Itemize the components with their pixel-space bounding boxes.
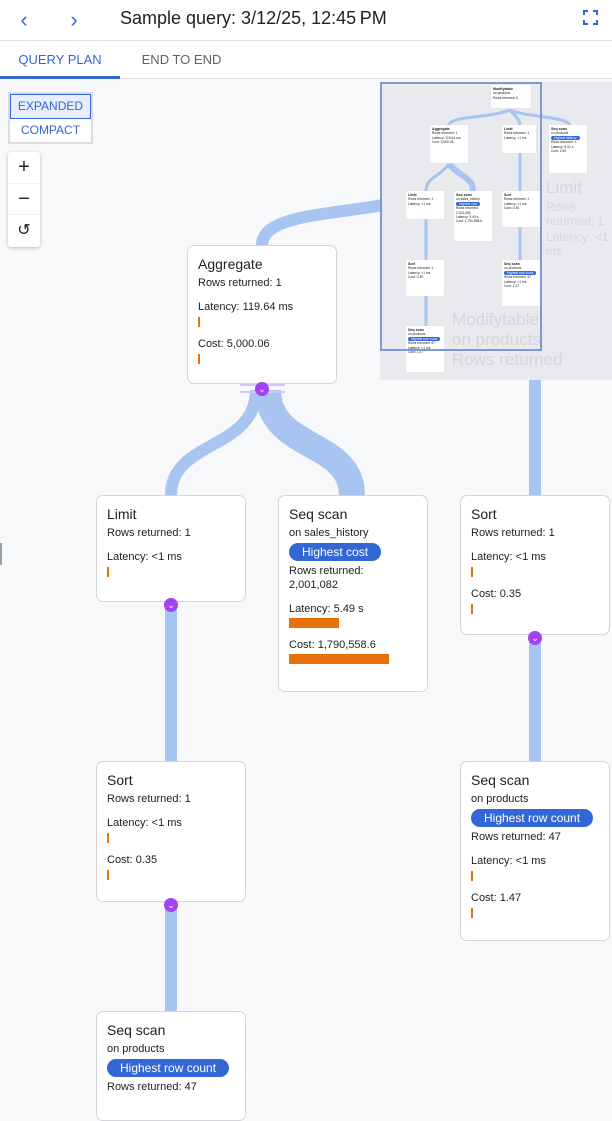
latency-bar: [471, 567, 473, 577]
minimap-node: Seq scan on sales_history Highest cost Rows…: [454, 191, 492, 241]
zoom-controls: + − ↺: [8, 152, 40, 247]
latency: Latency: <1 ms: [471, 855, 546, 867]
flow-agg-limit: [165, 389, 262, 496]
flow-agg-seq: [255, 388, 365, 497]
chevron-down-icon[interactable]: ⌄: [164, 898, 178, 912]
cost-bar: [471, 908, 473, 918]
latency: Latency: <1 ms: [107, 551, 182, 563]
latency: Latency: 119.64 ms: [198, 301, 294, 313]
node-table: on sales_history: [289, 527, 369, 539]
ghost-text: Rows returned: 1: [546, 200, 605, 228]
latency-bar: [198, 317, 200, 327]
rows-returned: Rows returned: 1: [471, 527, 555, 539]
node-seq-scan-products-right[interactable]: Seq scan on products Highest row count R…: [460, 761, 610, 941]
tab-bar: QUERY PLAN END TO END: [0, 41, 612, 79]
highest-row-count-badge: Highest row count: [471, 809, 594, 827]
tab-query-plan[interactable]: QUERY PLAN: [0, 41, 120, 79]
ghost-text: on products: [452, 330, 541, 349]
page-title: Sample query: 3/12/25, 12:45 PM: [120, 8, 387, 28]
node-title: Seq scan: [107, 1022, 166, 1038]
expanded-option[interactable]: EXPANDED: [10, 94, 91, 119]
cost: Cost: 0.35: [107, 854, 158, 866]
flow-agg-parent: [256, 199, 384, 247]
plus-icon: +: [18, 156, 30, 178]
node-title: Limit: [107, 506, 137, 522]
cost-bar: [107, 870, 109, 880]
compact-option[interactable]: COMPACT: [20, 123, 81, 137]
ghost-text: Limit: [546, 178, 582, 197]
tab-end-to-end[interactable]: END TO END: [141, 52, 222, 67]
cost-bar: [289, 654, 389, 664]
rows-returned-value: 2,001,082: [289, 579, 338, 591]
rows-returned: Rows returned: 47: [107, 1081, 197, 1093]
node-aggregate[interactable]: Aggregate Rows returned: 1 Latency: 119.…: [187, 245, 337, 384]
node-title: Sort: [107, 772, 133, 788]
node-table: on products: [107, 1043, 165, 1055]
minimap-viewport[interactable]: [380, 82, 542, 351]
minus-icon: −: [18, 187, 30, 210]
node-seq-scan-products-left[interactable]: Seq scan on products Highest row count R…: [96, 1011, 246, 1121]
reset-zoom-button[interactable]: ↺: [8, 215, 40, 247]
rows-returned-label: Rows returned:: [289, 565, 364, 577]
node-seq-scan-sales-history[interactable]: Seq scan on sales_history Highest cost R…: [278, 495, 428, 692]
chevron-down-icon[interactable]: ⌄: [528, 631, 542, 645]
chevron-left-icon: ‹: [20, 7, 28, 32]
reset-icon: ↺: [17, 222, 31, 240]
minimap-node: Sort Rows returned: 1 Latency: <1 ms Cost: …: [502, 191, 540, 227]
latency: Latency: <1 ms: [471, 551, 546, 563]
cost: Cost: 0.35: [471, 588, 522, 600]
node-sort-right[interactable]: Sort Rows returned: 1 Latency: <1 ms Cos…: [460, 495, 610, 635]
chevron-down-icon[interactable]: ⌄: [164, 598, 178, 612]
node-limit[interactable]: Limit Rows returned: 1 Latency: <1 ms: [96, 495, 246, 602]
minimap-node: Limit Rows returned: 1 Latency: <1 ms: [406, 191, 444, 219]
ghost-text: Latency: <1 ms: [546, 230, 609, 258]
forward-button[interactable]: ›: [60, 6, 88, 34]
ghost-text: Modifytable: [452, 310, 539, 329]
minimap-node: Seq scan on products Highest row count Rows…: [502, 260, 540, 306]
node-title: Sort: [471, 506, 497, 522]
back-button[interactable]: ‹: [10, 6, 38, 34]
latency-bar: [107, 833, 109, 843]
chevron-right-icon: ›: [70, 7, 78, 32]
latency: Latency: <1 ms: [107, 817, 182, 829]
minimap-node: Modifytable on products Rows returned: 0: [491, 85, 531, 108]
latency-bar: [471, 871, 473, 881]
header: ‹ › Sample query: 3/12/25, 12:45 PM: [0, 0, 612, 41]
highest-row-count-badge: Highest row count: [107, 1059, 230, 1077]
cost: Cost: 1.47: [471, 892, 522, 904]
node-table: on products: [471, 793, 529, 805]
minimap-node: Sort Rows returned: 1 Latency: <1 ms Cost: …: [406, 260, 444, 296]
minimap-node: Limit Rows returned: 1 Latency: <1 ms: [502, 125, 536, 153]
node-title: Aggregate: [198, 256, 263, 272]
ghost-text: Rows returned: [452, 350, 563, 369]
zoom-out-button[interactable]: −: [8, 184, 40, 216]
latency-bar: [107, 567, 109, 577]
node-title: Seq scan: [471, 772, 530, 788]
rows-returned: Rows returned: 47: [471, 831, 561, 843]
rows-returned: Rows returned: 1: [198, 277, 282, 289]
node-title: Seq scan: [289, 506, 348, 522]
latency-bar: [289, 618, 339, 628]
latency: Latency: 5.49 s: [289, 603, 364, 615]
chevron-down-icon[interactable]: ⌄: [255, 382, 269, 396]
view-mode-toggle: EXPANDED COMPACT: [8, 92, 93, 144]
scroll-handle[interactable]: [0, 543, 2, 565]
minimap-node: Seq scan on products Highest latency Rows r…: [549, 125, 587, 173]
rows-returned: Rows returned: 1: [107, 527, 191, 539]
cost: Cost: 1,790,558.6: [289, 639, 376, 651]
cost-bar: [471, 604, 473, 614]
cost-bar: [198, 354, 200, 364]
minimap-node: Aggregate Rows returned: 1 Latency: 119.64…: [430, 125, 468, 163]
cost: Cost: 5,000.06: [198, 338, 270, 350]
highest-cost-badge: Highest cost: [289, 543, 382, 561]
node-sort-left[interactable]: Sort Rows returned: 1 Latency: <1 ms Cos…: [96, 761, 246, 902]
minimap[interactable]: Modifytable on products Rows returned Li…: [380, 82, 612, 380]
minimap-connectors: [424, 108, 572, 326]
fullscreen-icon[interactable]: [583, 10, 598, 25]
zoom-in-button[interactable]: +: [8, 152, 40, 184]
rows-returned: Rows returned: 1: [107, 793, 191, 805]
